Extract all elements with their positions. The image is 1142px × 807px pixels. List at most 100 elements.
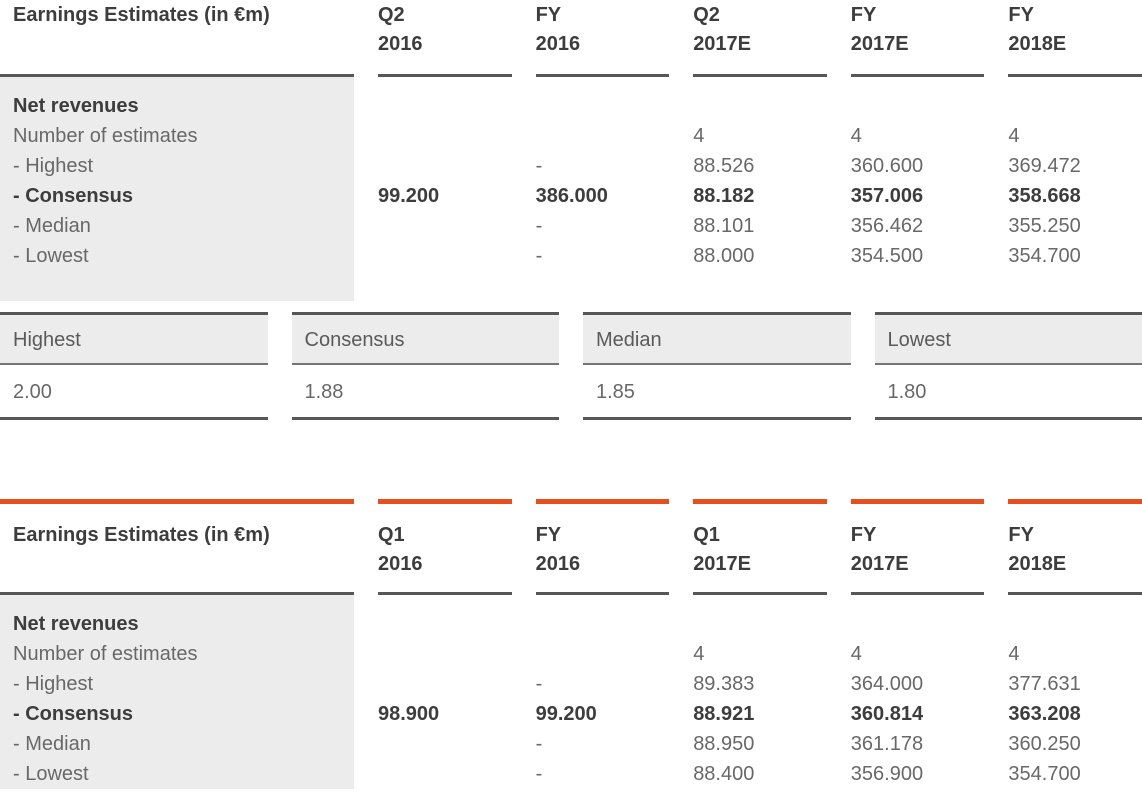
value-cell: 356.900 (850, 763, 924, 785)
value-cell (1008, 91, 1142, 121)
value-cell: - (535, 215, 543, 237)
row-label: - Consensus (13, 703, 134, 725)
value-cell: 88.182 (693, 185, 755, 207)
value-cell: 88.526 (693, 155, 755, 177)
value-cell (1008, 609, 1142, 639)
value-cell: - (535, 155, 543, 177)
value-cell: 88.921 (693, 703, 755, 725)
value-cell: 369.472 (1008, 155, 1081, 177)
value-cell: 357.006 (850, 185, 924, 207)
summary-box-consensus: Consensus 1.88 (291, 312, 559, 420)
earnings-table-top: Earnings Estimates (in €m) Q2 2016 FY 20… (0, 0, 1142, 301)
value-cell: 4 (850, 125, 862, 147)
value-cell: 99.200 (378, 185, 440, 207)
value-cell: - (535, 245, 543, 267)
value-cell: 4 (693, 125, 705, 147)
col-header-fy-2018e: FY 2018E (1008, 499, 1142, 595)
value-cell: 355.250 (1008, 215, 1081, 237)
value-cell: 356.462 (850, 215, 924, 237)
table-top-title-cell: Earnings Estimates (in €m) (0, 0, 354, 77)
summary-box-label: Consensus (291, 315, 559, 365)
row-label: - Lowest (13, 763, 89, 785)
value-cell: 4 (693, 643, 705, 665)
value-cell: 88.400 (693, 763, 755, 785)
value-cell: 354.700 (1008, 763, 1081, 785)
value-column-q1-2016: 98.900 (378, 595, 512, 789)
value-cell: - (535, 673, 543, 695)
value-cell: 386.000 (535, 185, 608, 207)
col-header-fy-2016: FY 2016 (535, 499, 670, 595)
value-cell: 354.700 (1008, 245, 1081, 267)
value-cell: 354.500 (850, 245, 924, 267)
col-header-fy-2017e: FY 2017E (850, 499, 985, 595)
table-bottom-title-cell: Earnings Estimates (in €m) (0, 499, 354, 595)
row-label: Net revenues (13, 613, 139, 635)
summary-box-value: 1.88 (291, 365, 559, 420)
table-top-header-row: Earnings Estimates (in €m) Q2 2016 FY 20… (0, 0, 1142, 77)
value-cell: 358.668 (1008, 185, 1081, 207)
col-header-fy-2016: FY 2016 (535, 0, 670, 77)
row-label: - Highest (13, 155, 94, 177)
value-cell (378, 241, 512, 271)
col-header-fy-2018e: FY 2018E (1008, 0, 1142, 77)
value-cell: 4 (850, 643, 862, 665)
value-cell: 88.000 (693, 245, 755, 267)
earnings-table-bottom: Earnings Estimates (in €m) Q1 2016 FY 20… (0, 499, 1142, 789)
value-column-fy-2017e: 4 364.000 360.814 361.178 356.900 (851, 595, 985, 789)
value-column-q2-2017e: 4 88.526 88.182 88.101 88.000 (693, 77, 827, 301)
table-title: Earnings Estimates (in €m) (13, 524, 270, 546)
value-cell (378, 211, 512, 241)
value-cell (378, 639, 512, 669)
row-label: - Median (13, 733, 91, 755)
row-label-column: Net revenues Number of estimates - Highe… (0, 77, 354, 301)
row-label: - Consensus (13, 185, 134, 207)
value-cell: 361.178 (850, 733, 924, 755)
value-column-fy-2018e: 4 377.631 363.208 360.250 354.700 (1008, 595, 1142, 789)
row-label: Number of estimates (13, 125, 198, 147)
value-cell (378, 609, 512, 639)
value-cell: 360.600 (850, 155, 924, 177)
value-column-fy-2016: - 99.200 - - (536, 595, 670, 789)
table-bottom-header-row: Earnings Estimates (in €m) Q1 2016 FY 20… (0, 499, 1142, 595)
row-label-column: Net revenues Number of estimates - Highe… (0, 595, 354, 789)
value-cell: - (535, 763, 543, 785)
eps-summary-boxes: Highest 2.00 Consensus 1.88 Median 1.85 … (0, 312, 1142, 420)
row-label: - Median (13, 215, 91, 237)
summary-box-lowest: Lowest 1.80 (874, 312, 1142, 420)
summary-box-highest: Highest 2.00 (0, 312, 268, 420)
value-cell (536, 91, 670, 121)
value-cell: 363.208 (1008, 703, 1081, 725)
value-cell (378, 91, 512, 121)
col-header-fy-2017e: FY 2017E (850, 0, 985, 77)
value-column-fy-2017e: 4 360.600 357.006 356.462 354.500 (851, 77, 985, 301)
summary-box-label: Median (583, 315, 851, 365)
value-cell (693, 91, 827, 121)
value-cell: - (535, 733, 543, 755)
value-cell (378, 669, 512, 699)
value-cell (851, 91, 985, 121)
value-cell: 360.814 (850, 703, 924, 725)
value-cell: 377.631 (1008, 673, 1081, 695)
row-label: Number of estimates (13, 643, 198, 665)
summary-box-value: 1.85 (583, 365, 851, 420)
value-cell (378, 729, 512, 759)
value-cell: 360.250 (1008, 733, 1081, 755)
value-column-fy-2018e: 4 369.472 358.668 355.250 354.700 (1008, 77, 1142, 301)
value-cell (536, 639, 670, 669)
value-cell: 89.383 (693, 673, 755, 695)
value-cell: 88.101 (693, 215, 755, 237)
row-label: - Lowest (13, 245, 89, 267)
summary-box-value: 1.80 (874, 365, 1142, 420)
value-cell (378, 759, 512, 789)
value-cell (378, 121, 512, 151)
col-header-q2-2016: Q2 2016 (378, 0, 512, 77)
value-cell: 88.950 (693, 733, 755, 755)
summary-box-median: Median 1.85 (583, 312, 851, 420)
value-cell (851, 609, 985, 639)
value-cell (378, 151, 512, 181)
value-cell: 99.200 (535, 703, 597, 725)
value-column-fy-2016: - 386.000 - - (536, 77, 670, 301)
col-header-q1-2016: Q1 2016 (378, 499, 512, 595)
col-header-q1-2017e: Q1 2017E (693, 499, 827, 595)
